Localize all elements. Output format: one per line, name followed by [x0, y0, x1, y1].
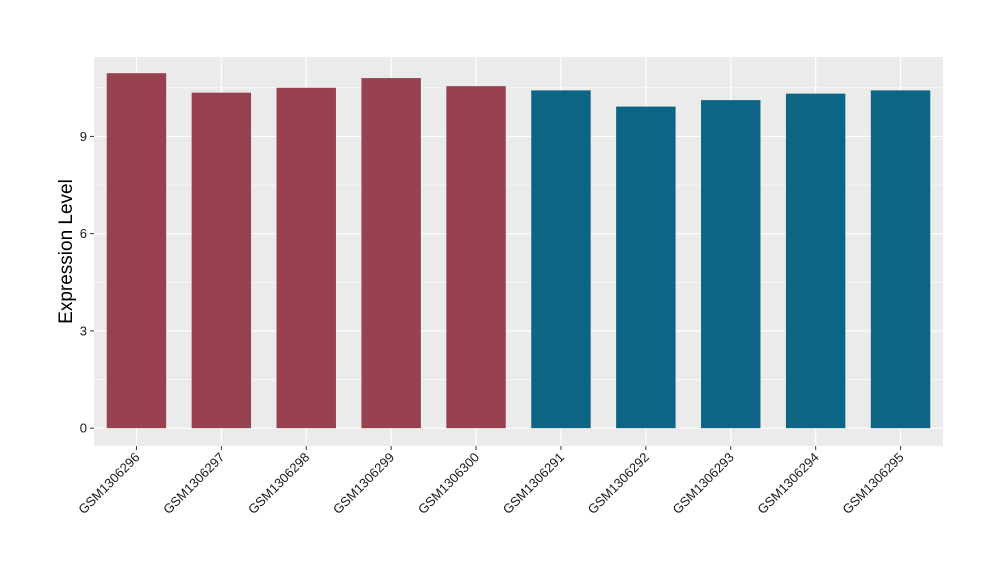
bar-GSM1306296	[106, 73, 167, 429]
bar-GSM1306293	[701, 100, 761, 429]
bar-GSM1306299	[361, 78, 421, 429]
x-tick-label: GSM1306297	[160, 450, 227, 517]
bar-GSM1306291	[531, 90, 591, 429]
x-tick-label: GSM1306296	[75, 450, 142, 517]
y-tick-label: 0	[80, 421, 87, 436]
x-axis-ticks: GSM1306296 GSM1306297 GSM1306298 GSM1306299…	[75, 446, 907, 517]
y-axis-title: Expression Level	[56, 179, 77, 324]
y-tick-label: 6	[80, 226, 87, 241]
x-tick-label: GSM1306298	[245, 450, 312, 517]
x-tick-label: GSM1306293	[670, 450, 737, 517]
y-tick-label: 9	[80, 129, 87, 144]
x-tick-label: GSM1306294	[754, 450, 821, 517]
x-tick-label: GSM1306295	[839, 450, 906, 517]
bar-GSM1306295	[870, 90, 931, 429]
bar-GSM1306292	[616, 106, 676, 429]
y-axis-ticks: 0 3 6 9	[80, 129, 94, 436]
y-tick-label: 3	[80, 323, 87, 338]
bar-GSM1306298	[276, 87, 336, 429]
x-tick-label: GSM1306292	[585, 450, 652, 517]
bar-GSM1306300	[446, 86, 506, 429]
x-tick-label: GSM1306291	[500, 450, 567, 517]
bars	[106, 73, 931, 429]
bar-GSM1306294	[785, 93, 846, 429]
x-tick-label: GSM1306299	[330, 450, 397, 517]
bar-GSM1306297	[191, 92, 252, 429]
x-tick-label: GSM1306300	[415, 450, 482, 517]
